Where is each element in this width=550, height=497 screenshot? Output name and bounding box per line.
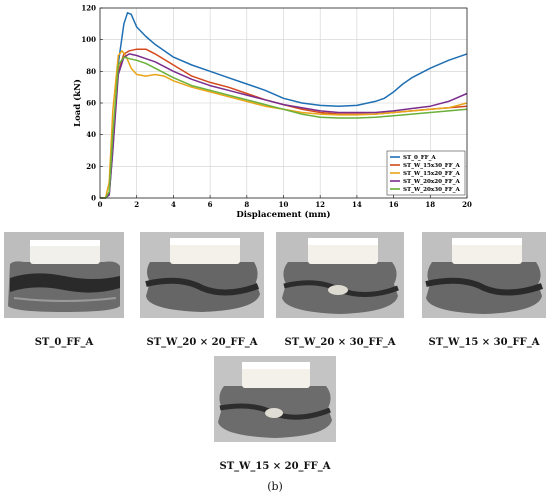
legend-label: ST_0_FF_A	[403, 155, 436, 161]
y-tick-label: 60	[86, 99, 96, 108]
photo-st-w-15x30-ff-a	[422, 232, 546, 318]
x-tick-label: 12	[315, 200, 325, 209]
series-line-2	[100, 50, 468, 199]
legend-label: ST_W_20x20_FF_A	[403, 179, 461, 185]
x-tick-label: 0	[98, 200, 103, 209]
load-displacement-chart: 0 2 4 6 8 10 12 14 16 18 20 0 20 40 60 80 100 120 Displac…	[72, 4, 472, 221]
crushed-tube-image	[214, 356, 336, 442]
crushed-tube-image	[276, 232, 404, 318]
chart-series-group	[100, 12, 468, 199]
photo-st-0-ff-a	[4, 232, 124, 318]
x-tick-label: 8	[244, 200, 249, 209]
legend-label: ST_W_20x30_FF_A	[403, 187, 461, 193]
chart-legend: ST_0_FF_A ST_W_15x30_FF_A ST_W_15x20_FF_A S…	[386, 150, 466, 196]
series-line-0	[100, 12, 468, 199]
x-tick-label: 14	[352, 200, 362, 209]
crushed-tube-image	[422, 232, 546, 318]
y-tick-label: 120	[81, 4, 96, 13]
caption-st-w-15x30-ff-a: ST_W_15 × 30_FF_A	[428, 337, 540, 348]
series-line-3	[100, 53, 468, 199]
crushed-tube-image	[4, 232, 124, 318]
axis-ticks: 0 2 4 6 8 10 12 14 16 18 20 0 20 40 60 80 100 120	[81, 4, 472, 210]
y-tick-label: 80	[86, 67, 96, 76]
legend-label: ST_W_15x30_FF_A	[403, 163, 461, 169]
caption-st-w-15x20-ff-a: ST_W_15 × 20_FF_A	[219, 461, 331, 472]
x-tick-label: 2	[134, 200, 139, 209]
caption-st-w-20x30-ff-a: ST_W_20 × 30_FF_A	[284, 337, 396, 348]
x-tick-label: 10	[279, 200, 289, 209]
x-tick-label: 20	[462, 200, 472, 209]
x-tick-label: 4	[171, 200, 176, 209]
y-tick-label: 0	[91, 194, 96, 203]
photo-st-w-20x30-ff-a	[276, 232, 404, 318]
x-tick-label: 16	[389, 200, 399, 209]
x-axis-label: Displacement (mm)	[236, 209, 330, 220]
series-line-4	[100, 56, 468, 199]
y-tick-label: 20	[86, 162, 96, 171]
photo-st-w-15x20-ff-a	[214, 356, 336, 442]
figure-label: (b)	[267, 480, 283, 493]
photo-st-w-20x20-ff-a	[140, 232, 264, 318]
legend-label: ST_W_15x20_FF_A	[403, 171, 461, 177]
x-tick-label: 18	[425, 200, 435, 209]
y-tick-label: 40	[86, 130, 96, 139]
crushed-tube-image	[140, 232, 264, 318]
caption-st-0-ff-a: ST_0_FF_A	[34, 337, 94, 348]
y-tick-label: 100	[81, 35, 96, 44]
y-axis-label: Load (kN)	[72, 79, 83, 127]
caption-st-w-20x20-ff-a: ST_W_20 × 20_FF_A	[146, 337, 258, 348]
x-tick-label: 6	[208, 200, 213, 209]
